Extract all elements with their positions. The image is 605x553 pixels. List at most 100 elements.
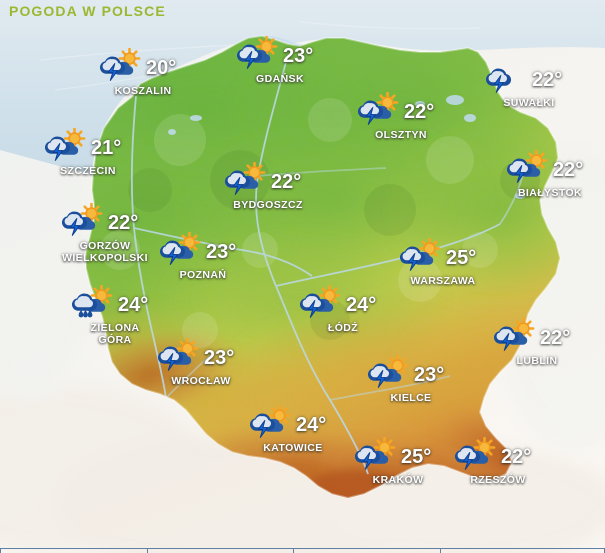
sun-cloud-thunder-icon bbox=[99, 47, 141, 81]
city-name-label: POZNAŃ bbox=[179, 269, 227, 281]
city-marker-zielona-góra[interactable]: 24° ZIELONA GÓRA bbox=[71, 284, 158, 346]
cloud-icon bbox=[506, 158, 533, 176]
sun-icon bbox=[80, 202, 103, 225]
cloud-icon bbox=[493, 326, 520, 344]
sun-cloud-thunder-icon bbox=[249, 404, 294, 444]
city-name-label: GORZÓW WIELKOPOLSKI bbox=[62, 240, 148, 264]
lightning-bolt-icon bbox=[69, 218, 81, 236]
city-marker-białystok[interactable]: 22° BIAŁYSTOK bbox=[506, 149, 593, 200]
sun-cloud-thunder-icon bbox=[249, 404, 291, 438]
lightning-bolt-icon bbox=[307, 300, 319, 318]
city-marker-łódź[interactable]: 24° ŁÓDŹ bbox=[299, 284, 386, 335]
sun-cloud-thunder-icon bbox=[367, 354, 409, 388]
cloud-icon bbox=[299, 293, 326, 311]
city-marker-kielce[interactable]: 23° KIELCE bbox=[367, 354, 454, 405]
sun-icon bbox=[176, 337, 199, 360]
cloud-icon bbox=[44, 136, 71, 154]
lightning-bolt-icon bbox=[107, 63, 119, 81]
cloud-icon bbox=[71, 293, 98, 311]
city-marker-warszawa[interactable]: 25° WARSZAWA bbox=[399, 237, 486, 288]
river-warta bbox=[133, 227, 313, 277]
lightning-bolt-icon bbox=[462, 452, 474, 470]
cloud-icon bbox=[485, 68, 512, 86]
city-name-label: SZCZECIN bbox=[60, 165, 116, 177]
city-marker-olsztyn[interactable]: 22° OLSZTYN bbox=[357, 91, 444, 142]
city-name-label: ZIELONA GÓRA bbox=[90, 322, 140, 346]
city-name-label: KATOWICE bbox=[263, 442, 323, 454]
city-temperature: 25° bbox=[446, 246, 477, 269]
sun-cloud-thunder-icon bbox=[157, 337, 199, 371]
city-name-label: BYDGOSZCZ bbox=[233, 199, 303, 211]
sun-cloud-thunder-icon bbox=[157, 337, 202, 377]
city-marker-koszalin[interactable]: 20° KOSZALIN bbox=[99, 47, 186, 98]
city-name-label: KIELCE bbox=[390, 392, 432, 404]
sun-cloud-thunder-icon bbox=[367, 354, 412, 394]
page-title: POGODA W POLSCE bbox=[9, 3, 166, 19]
city-temperature: 22° bbox=[404, 100, 435, 123]
city-marker-rzeszów[interactable]: 22° RZESZÓW bbox=[454, 436, 541, 487]
sun-cloud-thunder-icon bbox=[159, 231, 201, 265]
lightning-bolt-icon bbox=[244, 51, 256, 69]
lightning-bolt-icon bbox=[257, 420, 269, 438]
sun-cloud-thunder-icon bbox=[399, 237, 441, 271]
city-marker-gdańsk[interactable]: 23° GDAŃSK bbox=[236, 35, 323, 86]
city-temperature: 22° bbox=[540, 326, 571, 349]
cloud-icon bbox=[357, 100, 384, 118]
sun-icon bbox=[512, 317, 535, 340]
city-temperature: 22° bbox=[532, 68, 563, 91]
city-marker-lublin[interactable]: 22° LUBLIN bbox=[493, 317, 580, 368]
city-temperature: 22° bbox=[271, 170, 302, 193]
river-odra bbox=[130, 95, 167, 399]
city-temperature: 22° bbox=[553, 158, 584, 181]
poland-border bbox=[85, 34, 562, 500]
cloud-icon bbox=[159, 240, 186, 258]
cloud-icon bbox=[249, 413, 276, 431]
city-temperature: 23° bbox=[414, 363, 445, 386]
city-marker-gorzów-wielkopolski[interactable]: 22° GORZÓW WIELKOPOLSKI bbox=[61, 202, 148, 264]
sun-cloud-thunder-icon bbox=[454, 436, 499, 476]
city-marker-wrocław[interactable]: 23° WROCŁAW bbox=[157, 337, 244, 388]
city-temperature: 20° bbox=[146, 56, 177, 79]
sun-cloud-thunder-icon bbox=[357, 91, 402, 131]
cloud-icon bbox=[99, 56, 126, 74]
sun-icon bbox=[386, 354, 409, 377]
lightning-bolt-icon bbox=[232, 177, 244, 195]
cloud-icon bbox=[224, 170, 251, 188]
city-temperature: 24° bbox=[296, 413, 327, 436]
city-name-label: LUBLIN bbox=[516, 355, 558, 367]
lightning-bolt-icon bbox=[375, 370, 387, 388]
sun-cloud-thunder-icon bbox=[61, 202, 103, 236]
rivers bbox=[130, 61, 525, 475]
sun-cloud-thunder-icon bbox=[506, 149, 551, 189]
sun-cloud-thunder-icon bbox=[357, 91, 399, 125]
sun-cloud-thunder-icon bbox=[299, 284, 341, 318]
sun-cloud-thunder-icon bbox=[99, 47, 144, 87]
sun-cloud-thunder-icon bbox=[493, 317, 535, 351]
city-marker-szczecin[interactable]: 21° SZCZECIN bbox=[44, 127, 131, 178]
city-name-label: WROCŁAW bbox=[171, 375, 231, 387]
city-marker-katowice[interactable]: 24° KATOWICE bbox=[249, 404, 336, 455]
city-marker-kraków[interactable]: 25° KRAKÓW bbox=[354, 436, 441, 487]
sun-cloud-thunder-icon bbox=[354, 436, 399, 476]
sun-cloud-thunder-icon bbox=[224, 161, 269, 201]
sun-cloud-thunder-icon bbox=[224, 161, 266, 195]
city-name-label: GDAŃSK bbox=[256, 73, 304, 85]
city-temperature: 22° bbox=[501, 445, 532, 468]
city-marker-poznań[interactable]: 23° POZNAŃ bbox=[159, 231, 246, 282]
cloud-icon bbox=[61, 211, 88, 229]
lightning-bolt-icon bbox=[407, 253, 419, 271]
city-name-label: SUWAŁKI bbox=[503, 97, 555, 109]
lightning-bolt-icon bbox=[501, 333, 513, 351]
city-temperature: 23° bbox=[204, 346, 235, 369]
city-name-label: KRAKÓW bbox=[372, 474, 424, 486]
city-marker-bydgoszcz[interactable]: 22° BYDGOSZCZ bbox=[224, 161, 311, 212]
cloud-thunder-icon bbox=[485, 68, 512, 93]
city-marker-suwałki[interactable]: 22° SUWAŁKI bbox=[485, 60, 572, 110]
sun-icon bbox=[178, 231, 201, 254]
cloud-thunder-icon bbox=[485, 60, 530, 99]
city-temperature: 23° bbox=[206, 240, 237, 263]
city-name-label: BIAŁYSTOK bbox=[517, 187, 583, 199]
city-name-label: ŁÓDŹ bbox=[327, 322, 359, 334]
sun-cloud-thunder-icon bbox=[506, 149, 548, 183]
bottom-divider bbox=[0, 548, 605, 553]
